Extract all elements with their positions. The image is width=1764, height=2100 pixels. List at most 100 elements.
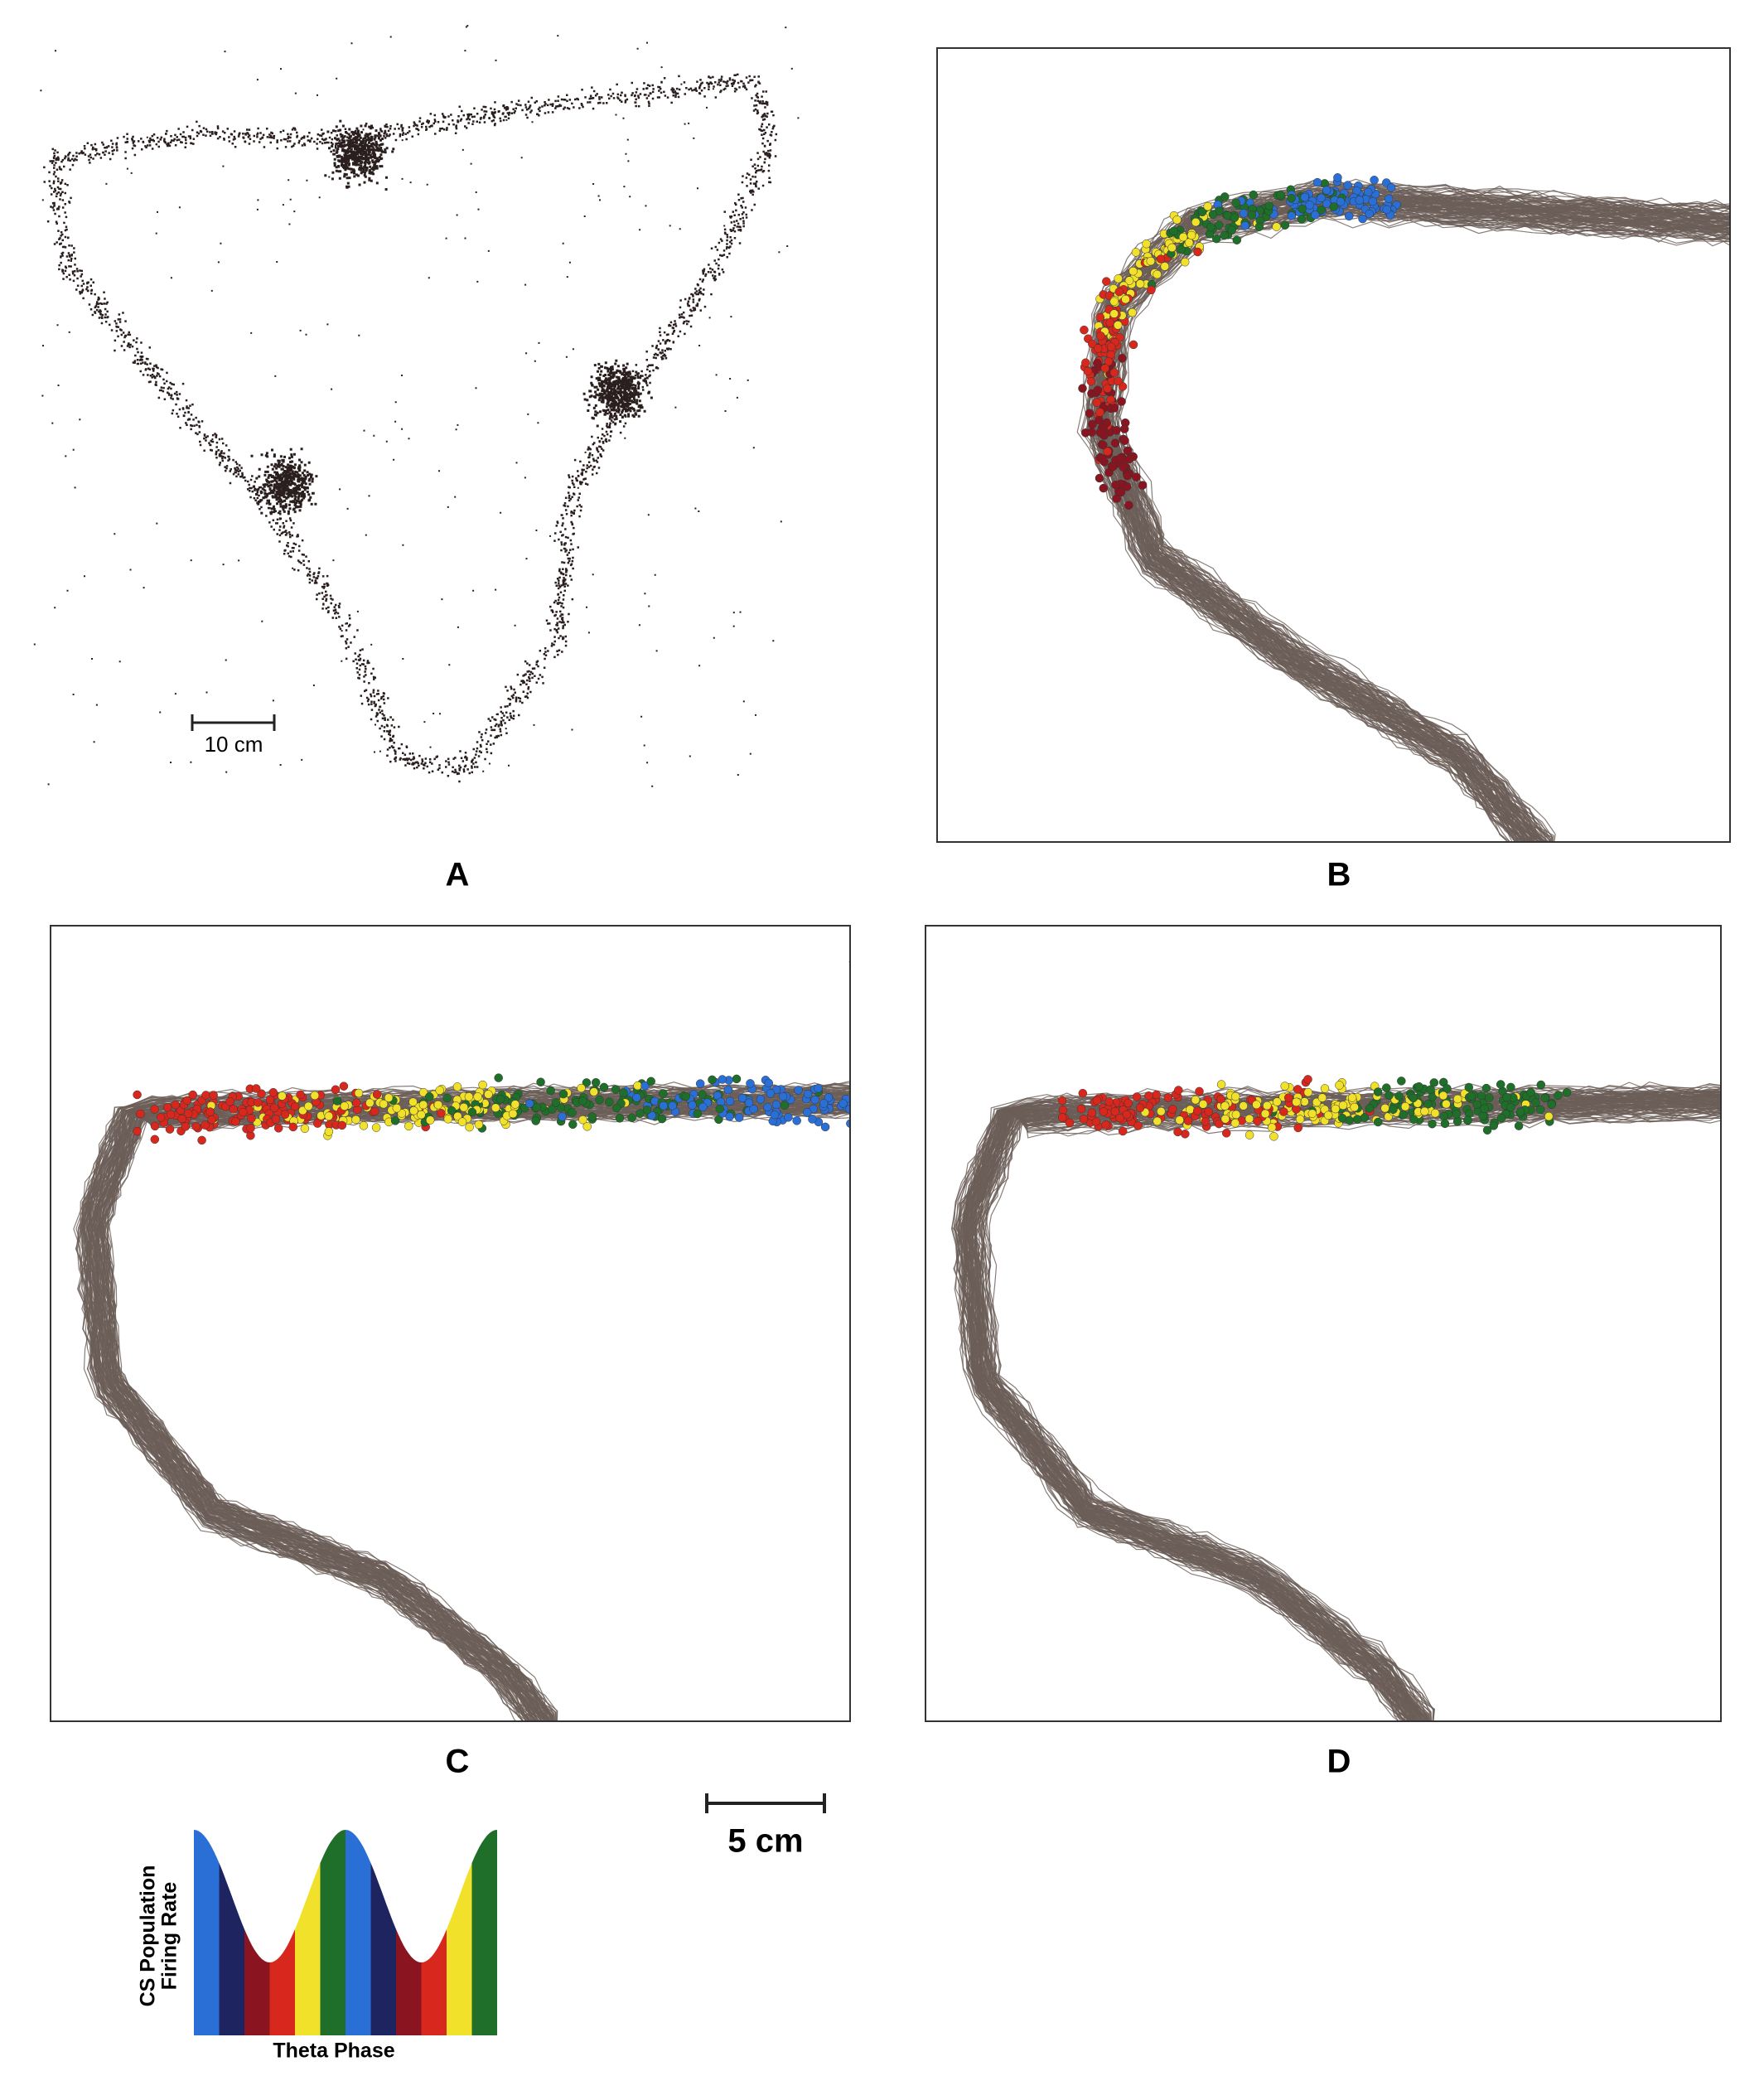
- spike-dot: [1105, 318, 1114, 327]
- spike-dot: [1109, 368, 1119, 377]
- spike-dot: [467, 1107, 477, 1117]
- spike-dot: [1078, 1088, 1088, 1098]
- spike-dot: [1079, 1115, 1089, 1124]
- spike-dot: [1093, 344, 1103, 353]
- spike-dot: [1350, 1102, 1359, 1112]
- spike-dot: [150, 1135, 160, 1144]
- trajectory: [1330, 1203, 1395, 1289]
- trajectory: [1099, 201, 1730, 842]
- spike-dot: [182, 1096, 192, 1106]
- spike-dot: [1264, 201, 1274, 210]
- trajectory: [1093, 192, 1730, 842]
- spike-dot: [1135, 279, 1145, 288]
- scale-bar-a: [191, 714, 276, 731]
- trajectory: [1100, 196, 1730, 842]
- trajectory: [1602, 994, 1655, 1023]
- spike-dot: [589, 1087, 599, 1096]
- trajectory: [1000, 971, 1032, 1011]
- spike-dot: [1280, 220, 1290, 230]
- trajectory: [1285, 919, 1312, 1004]
- spike-dot: [1092, 398, 1102, 407]
- spike-dot: [1439, 1111, 1448, 1121]
- spike-dot: [698, 1102, 708, 1112]
- trajectory: [970, 779, 1032, 815]
- spike-dot: [201, 1091, 210, 1100]
- spike-dot: [1385, 1091, 1394, 1101]
- spike-dot: [1230, 213, 1240, 222]
- spike-dot: [714, 1115, 723, 1125]
- trajectory: [1095, 189, 1730, 842]
- spike-dot: [615, 1114, 625, 1123]
- trajectory: [107, 1107, 850, 1721]
- spike-dot: [417, 1110, 426, 1120]
- spike-dot: [1083, 366, 1093, 376]
- spike-dot: [1114, 273, 1123, 283]
- spike-dot: [591, 1077, 601, 1087]
- trajectory: [1043, 731, 1080, 824]
- trajectory: [1097, 196, 1730, 842]
- spike-dot: [478, 1080, 487, 1090]
- trajectory: [1095, 188, 1730, 842]
- spike-dot: [1173, 1127, 1182, 1137]
- spike-dot: [352, 1098, 361, 1107]
- spike-dot: [1515, 1107, 1525, 1116]
- trajectory: [1107, 206, 1730, 842]
- spike-dot: [1380, 1103, 1389, 1113]
- spike-dot: [725, 1112, 734, 1121]
- spike-dot: [1175, 1115, 1184, 1125]
- trajectory: [73, 1083, 850, 1721]
- trajectory: [1087, 185, 1730, 842]
- trajectory: [1090, 190, 1730, 842]
- trajectory: [1095, 190, 1730, 842]
- spike-dot: [1160, 262, 1170, 271]
- spike-dot: [1118, 353, 1127, 363]
- spike-dot: [340, 1101, 350, 1110]
- spike-dot: [409, 1106, 418, 1115]
- spike-dot: [1239, 209, 1249, 218]
- spike-dot: [268, 1087, 278, 1097]
- trajectory: [1095, 188, 1730, 842]
- spike-dot: [1386, 183, 1396, 192]
- spike-dot: [1317, 1093, 1327, 1102]
- spike-dot: [1095, 415, 1104, 425]
- spike-dot: [1329, 202, 1339, 211]
- spike-dot: [171, 1100, 180, 1110]
- firing-rate-curve: [194, 1830, 497, 1962]
- spike-dot: [1065, 1118, 1075, 1128]
- spike-dot: [1478, 1111, 1487, 1120]
- spike-dot: [452, 1082, 462, 1091]
- spike-dot: [548, 1105, 557, 1114]
- spike-dot: [1331, 1104, 1341, 1114]
- spike-dot: [708, 1075, 717, 1085]
- trajectory: [1100, 195, 1730, 842]
- legend-y-label: Firing Rate: [158, 1882, 181, 1991]
- spike-dot: [642, 1105, 652, 1115]
- spike-dot: [1335, 1081, 1344, 1090]
- spike-dot: [1133, 1121, 1143, 1130]
- spike-dot: [1095, 428, 1105, 437]
- spike-dot: [1384, 194, 1394, 204]
- spike-dot: [1298, 204, 1307, 214]
- spike-dot: [1120, 436, 1129, 445]
- spike-dot: [1111, 480, 1120, 490]
- spike-dot: [1220, 1101, 1230, 1110]
- spike-dot: [1208, 210, 1218, 220]
- spike-dot: [1152, 1090, 1161, 1100]
- spike-dot: [558, 1112, 567, 1121]
- legend-x-label: Theta Phase: [273, 2040, 394, 2063]
- spike-dot: [1400, 1101, 1410, 1111]
- spike-dot: [1467, 1091, 1476, 1101]
- trajectory: [1104, 204, 1730, 842]
- spike-dot: [1186, 1105, 1195, 1115]
- spike-dot: [1132, 1092, 1142, 1101]
- spike-dot: [1109, 404, 1119, 413]
- spike-dot: [715, 1104, 724, 1114]
- spike-dot: [1172, 215, 1182, 225]
- spike-dot: [188, 1090, 197, 1100]
- spike-dot: [1146, 256, 1156, 266]
- spike-dot: [384, 1093, 394, 1102]
- spike-dot: [1389, 1105, 1398, 1114]
- spike-dot: [763, 1102, 772, 1112]
- spike-dot: [1121, 294, 1130, 304]
- spike-dot: [1279, 1107, 1288, 1116]
